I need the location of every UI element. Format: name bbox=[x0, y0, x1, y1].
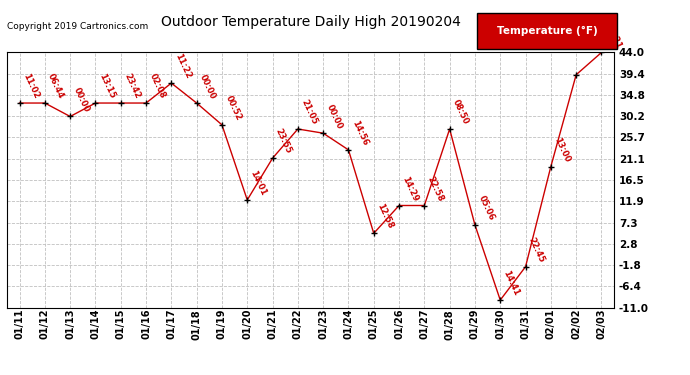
Text: 22:45: 22:45 bbox=[527, 236, 546, 264]
FancyBboxPatch shape bbox=[477, 13, 617, 49]
Text: 13:15: 13:15 bbox=[97, 72, 117, 100]
Text: Outdoor Temperature Daily High 20190204: Outdoor Temperature Daily High 20190204 bbox=[161, 15, 460, 29]
Text: 08:50: 08:50 bbox=[451, 98, 471, 126]
Text: Copyright 2019 Cartronics.com: Copyright 2019 Cartronics.com bbox=[7, 22, 148, 31]
Text: 00:00: 00:00 bbox=[198, 72, 217, 100]
Text: 14:29: 14:29 bbox=[400, 175, 420, 203]
Text: 21:05: 21:05 bbox=[299, 98, 319, 126]
Text: 00:00: 00:00 bbox=[72, 86, 91, 114]
Text: 11:02: 11:02 bbox=[21, 72, 41, 100]
Text: 06:44: 06:44 bbox=[46, 72, 66, 100]
Text: 14:01: 14:01 bbox=[248, 169, 268, 197]
Text: 05:06: 05:06 bbox=[476, 194, 495, 222]
Text: 00:00: 00:00 bbox=[324, 103, 344, 130]
Text: 12:58: 12:58 bbox=[375, 202, 395, 231]
Text: 23:55: 23:55 bbox=[274, 128, 293, 155]
Text: 13:00: 13:00 bbox=[552, 136, 571, 164]
Text: 02:08: 02:08 bbox=[148, 72, 167, 100]
Text: 11:22: 11:22 bbox=[172, 52, 193, 80]
Text: 14:41: 14:41 bbox=[502, 269, 521, 297]
Text: Temperature (°F): Temperature (°F) bbox=[497, 26, 598, 36]
Text: 00:52: 00:52 bbox=[224, 94, 243, 122]
Text: 23:42: 23:42 bbox=[122, 72, 141, 100]
Text: 14:56: 14:56 bbox=[350, 119, 369, 147]
Text: 22:58: 22:58 bbox=[426, 175, 445, 203]
Text: 12:21: 12:21 bbox=[603, 21, 622, 50]
